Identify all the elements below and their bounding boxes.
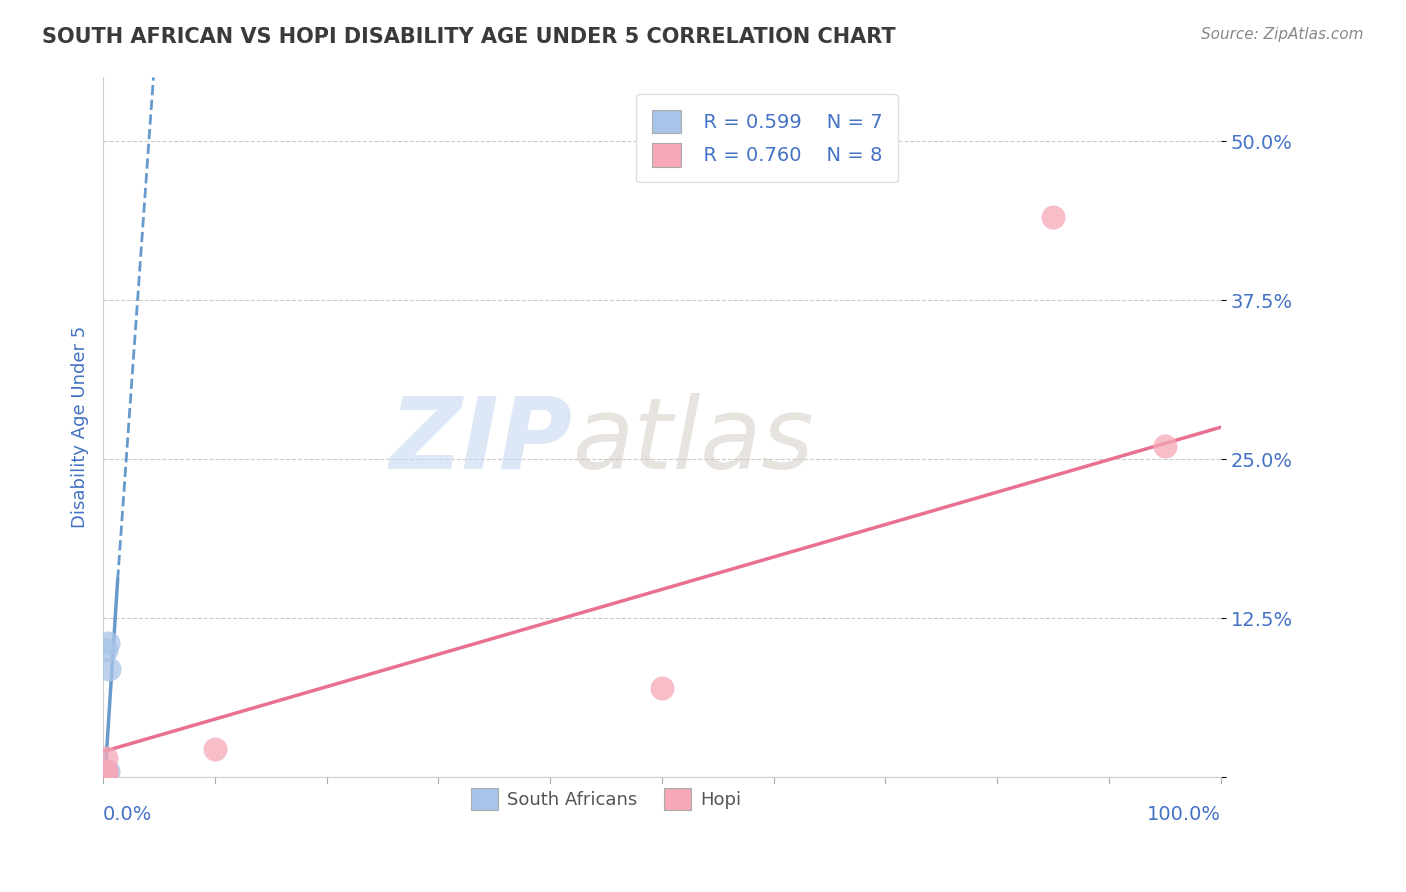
Text: 0.0%: 0.0% bbox=[103, 805, 152, 824]
Point bbox=[97, 764, 120, 778]
Y-axis label: Disability Age Under 5: Disability Age Under 5 bbox=[72, 326, 89, 528]
Legend: South Africans, Hopi: South Africans, Hopi bbox=[464, 780, 748, 817]
Point bbox=[97, 662, 120, 676]
Text: 100.0%: 100.0% bbox=[1147, 805, 1220, 824]
Point bbox=[94, 770, 117, 784]
Point bbox=[1153, 439, 1175, 453]
Point bbox=[204, 742, 226, 756]
Point bbox=[96, 764, 118, 778]
Text: atlas: atlas bbox=[572, 392, 814, 490]
Text: ZIP: ZIP bbox=[389, 392, 572, 490]
Point bbox=[96, 769, 118, 783]
Point bbox=[96, 770, 118, 784]
Point bbox=[96, 751, 118, 765]
Text: SOUTH AFRICAN VS HOPI DISABILITY AGE UNDER 5 CORRELATION CHART: SOUTH AFRICAN VS HOPI DISABILITY AGE UND… bbox=[42, 27, 896, 46]
Point bbox=[96, 764, 118, 778]
Point bbox=[1042, 211, 1064, 225]
Point bbox=[96, 764, 118, 778]
Text: Source: ZipAtlas.com: Source: ZipAtlas.com bbox=[1201, 27, 1364, 42]
Point bbox=[651, 681, 673, 695]
Point bbox=[96, 642, 118, 657]
Point bbox=[97, 636, 120, 650]
